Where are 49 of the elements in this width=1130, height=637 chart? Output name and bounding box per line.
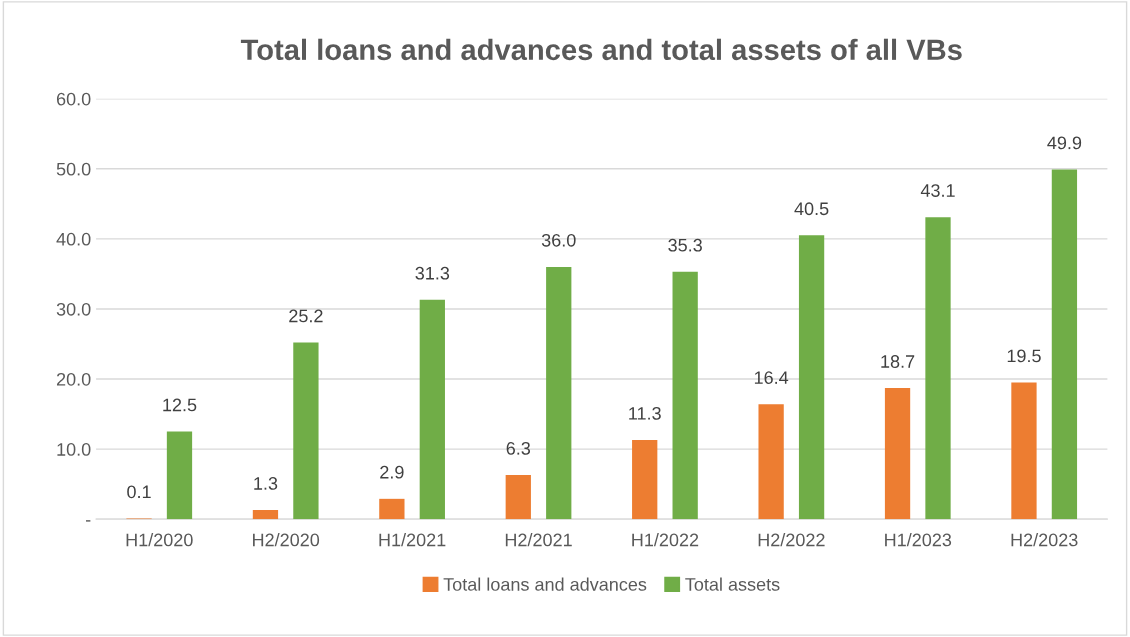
data-label: 35.3	[668, 238, 702, 252]
x-tick-label: H1/2023	[885, 533, 952, 547]
y-tick-label: 50.0	[56, 162, 91, 176]
x-tick-label: H1/2021	[379, 533, 446, 547]
data-label: 18.7	[881, 355, 915, 368]
data-label: 43.1	[920, 184, 955, 197]
y-tick-label: 30.0	[56, 302, 91, 316]
bar	[379, 498, 405, 520]
bar	[505, 475, 531, 520]
data-label: 16.4	[754, 371, 789, 384]
bar	[925, 217, 951, 520]
bar	[1011, 382, 1037, 520]
bar	[672, 271, 698, 520]
data-label: 19.5	[1007, 349, 1041, 363]
bar	[798, 235, 825, 520]
bar	[252, 510, 279, 520]
data-label: 2.9	[380, 465, 404, 479]
legend-label: Total assets	[685, 577, 780, 591]
data-label: 36.0	[541, 233, 576, 247]
x-tick-label: H1/2022	[632, 533, 699, 547]
y-tick-label: 40.0	[56, 232, 91, 246]
data-label: 12.5	[163, 398, 197, 412]
data-label: 31.3	[415, 266, 450, 280]
x-tick-label: H2/2022	[758, 533, 825, 547]
data-label: 1.3	[254, 477, 278, 490]
data-label: 49.9	[1047, 136, 1082, 150]
y-tick-label: 60.0	[56, 92, 91, 106]
x-tick-label: H2/2021	[505, 533, 572, 547]
data-label: 0.1	[127, 485, 151, 499]
bar	[884, 388, 911, 520]
bar	[293, 342, 319, 520]
x-tick-label: H2/2020	[253, 533, 320, 547]
x-tick-label: H2/2023	[1011, 533, 1078, 547]
data-label: 40.5	[794, 202, 829, 216]
bar	[419, 299, 445, 520]
legend-label: Total loans and advances	[443, 577, 647, 591]
bar	[546, 266, 572, 520]
bar	[632, 439, 658, 520]
bar	[1051, 169, 1078, 520]
bar	[758, 404, 784, 520]
x-tick-label: H1/2020	[126, 533, 193, 547]
y-tick-label: 10.0	[57, 443, 91, 456]
y-tick-label: -	[85, 520, 91, 522]
chart-title: Total loans and advances and total assets of all VBs	[240, 38, 962, 61]
data-label: 25.2	[289, 309, 323, 323]
y-tick-label: 20.0	[56, 372, 91, 386]
data-label: 6.3	[506, 441, 531, 455]
data-label: 11.3	[629, 406, 661, 420]
bar	[166, 431, 193, 520]
